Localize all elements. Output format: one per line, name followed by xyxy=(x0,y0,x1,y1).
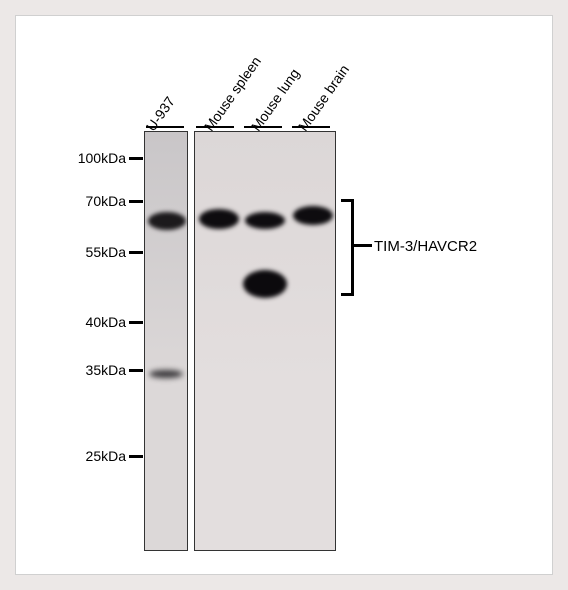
band-1-0 xyxy=(199,209,239,229)
bracket-arm-top xyxy=(341,199,351,202)
mw-tick-1 xyxy=(129,200,143,203)
figure-panel: U-937 Mouse spleen Mouse lung Mouse brai… xyxy=(15,15,553,575)
band-1-2 xyxy=(243,270,287,298)
band-0-1 xyxy=(149,370,183,378)
bracket-arm-bottom xyxy=(341,293,351,296)
blot-panel-0 xyxy=(144,131,188,551)
bracket-stem xyxy=(354,244,372,247)
lane-underline-0 xyxy=(146,126,184,128)
mw-label-4: 35kDa xyxy=(74,362,126,378)
target-label: TIM-3/HAVCR2 xyxy=(374,238,477,255)
mw-tick-4 xyxy=(129,369,143,372)
band-1-1 xyxy=(245,212,285,229)
band-1-3 xyxy=(293,206,333,225)
band-0-0 xyxy=(148,212,186,230)
lane-underline-1 xyxy=(196,126,234,128)
blot-panel-1 xyxy=(194,131,336,551)
mw-tick-0 xyxy=(129,157,143,160)
mw-label-1: 70kDa xyxy=(74,193,126,209)
lane-underline-3 xyxy=(292,126,330,128)
lane-label-3: Mouse brain xyxy=(295,62,352,134)
mw-label-0: 100kDa xyxy=(74,150,126,166)
mw-tick-3 xyxy=(129,321,143,324)
lane-underline-2 xyxy=(244,126,282,128)
mw-label-5: 25kDa xyxy=(74,448,126,464)
mw-tick-5 xyxy=(129,455,143,458)
bracket-vertical xyxy=(351,199,354,296)
mw-label-2: 55kDa xyxy=(74,244,126,260)
mw-tick-2 xyxy=(129,251,143,254)
mw-label-3: 40kDa xyxy=(74,314,126,330)
